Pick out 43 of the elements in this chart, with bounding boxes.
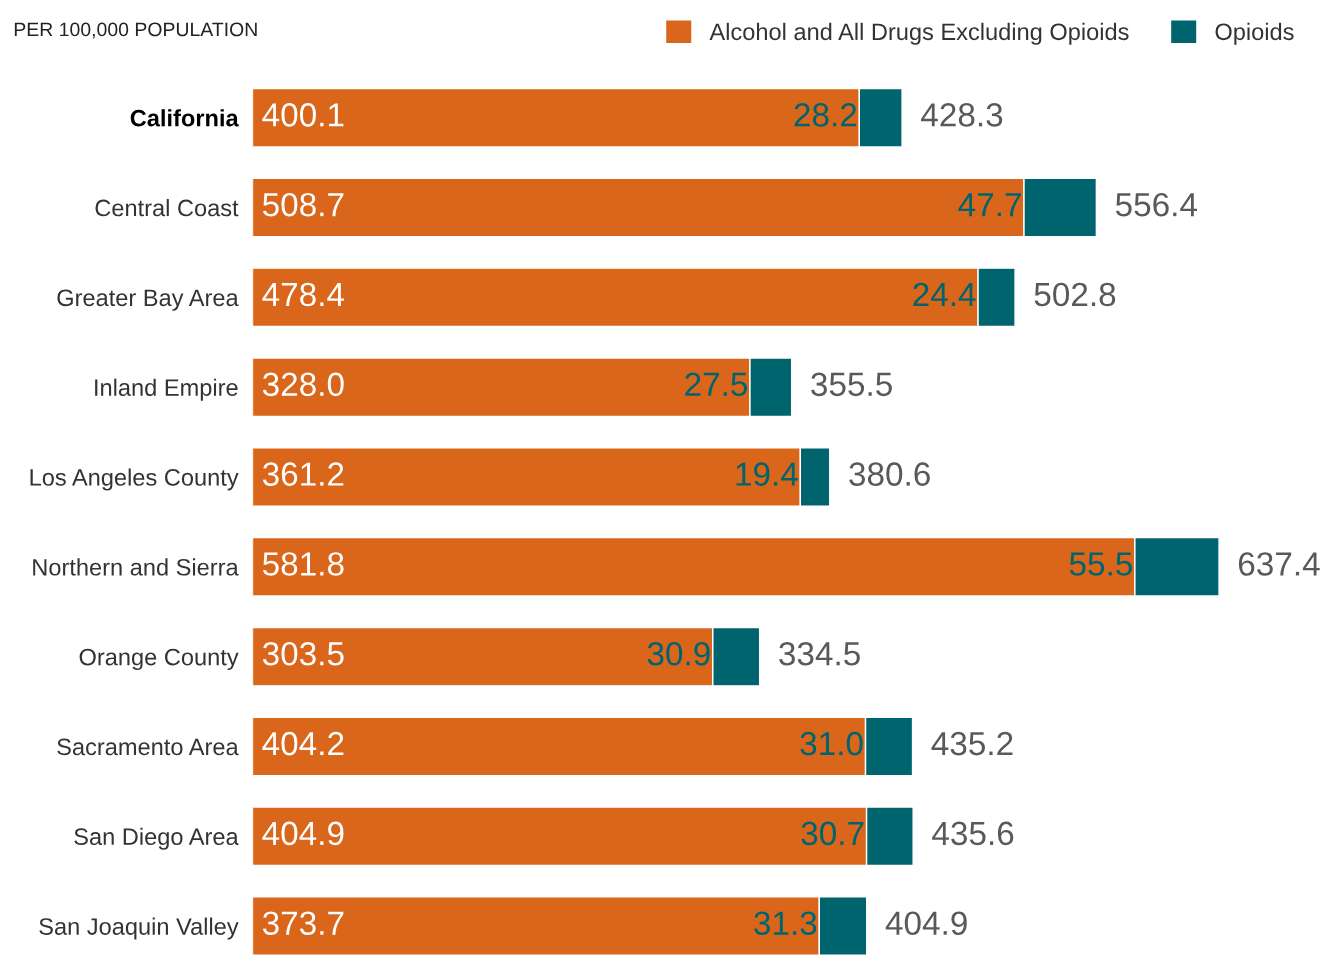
data-label: 478.4 xyxy=(262,282,345,307)
data-label: 404.9 xyxy=(262,821,344,846)
data-label: 30.7 xyxy=(801,821,864,846)
data-label: 28.2 xyxy=(794,103,857,127)
total-label: 404.9 xyxy=(885,911,967,936)
legend-label: Opioids xyxy=(1215,22,1294,45)
data-label: 361.2 xyxy=(262,462,344,486)
data-label: 508.7 xyxy=(262,192,344,217)
y-tick-label: Central Coast xyxy=(95,199,239,217)
data-label: 47.7 xyxy=(958,193,1021,217)
chart-title: PER 100,000 POPULATION xyxy=(14,22,257,39)
data-label: 31.0 xyxy=(800,731,863,756)
y-tick-label: Los Angeles County xyxy=(30,468,239,491)
total-label: 556.4 xyxy=(1115,192,1197,217)
y-tick-label: Sacramento Area xyxy=(57,738,239,756)
data-label: 400.1 xyxy=(262,103,344,127)
total-label: 435.6 xyxy=(932,821,1014,846)
data-label: 24.4 xyxy=(913,282,976,306)
data-label: 581.8 xyxy=(262,552,344,576)
data-label: 303.5 xyxy=(262,641,344,666)
data-label: 373.7 xyxy=(262,911,344,936)
total-label: 502.8 xyxy=(1034,282,1116,307)
data-label: 55.5 xyxy=(1069,552,1132,576)
y-tick-label: San Diego Area xyxy=(74,827,239,850)
y-tick-label: San Joaquin Valley xyxy=(39,917,239,940)
data-label: 328.0 xyxy=(262,372,344,397)
total-label: 435.2 xyxy=(931,731,1013,756)
y-tick-label: Inland Empire xyxy=(95,378,238,401)
y-tick-label: Orange County xyxy=(79,648,239,671)
data-label: 19.4 xyxy=(736,462,798,486)
data-label: 30.9 xyxy=(647,641,710,666)
y-tick-label: California xyxy=(130,109,239,127)
y-tick-label: Greater Bay Area xyxy=(57,289,239,311)
total-label: 355.5 xyxy=(811,372,892,397)
data-label: 27.5 xyxy=(685,372,748,397)
legend-label: Alcohol and All Drugs Excluding Opioids xyxy=(709,22,1129,45)
total-label: 334.5 xyxy=(779,641,860,666)
data-label: 31.3 xyxy=(754,911,817,936)
total-label: 380.6 xyxy=(849,462,930,486)
total-label: 428.3 xyxy=(921,103,1003,127)
data-label: 404.2 xyxy=(262,731,344,756)
total-label: 637.4 xyxy=(1238,552,1320,576)
y-tick-label: Northern and Sierra xyxy=(33,558,239,576)
